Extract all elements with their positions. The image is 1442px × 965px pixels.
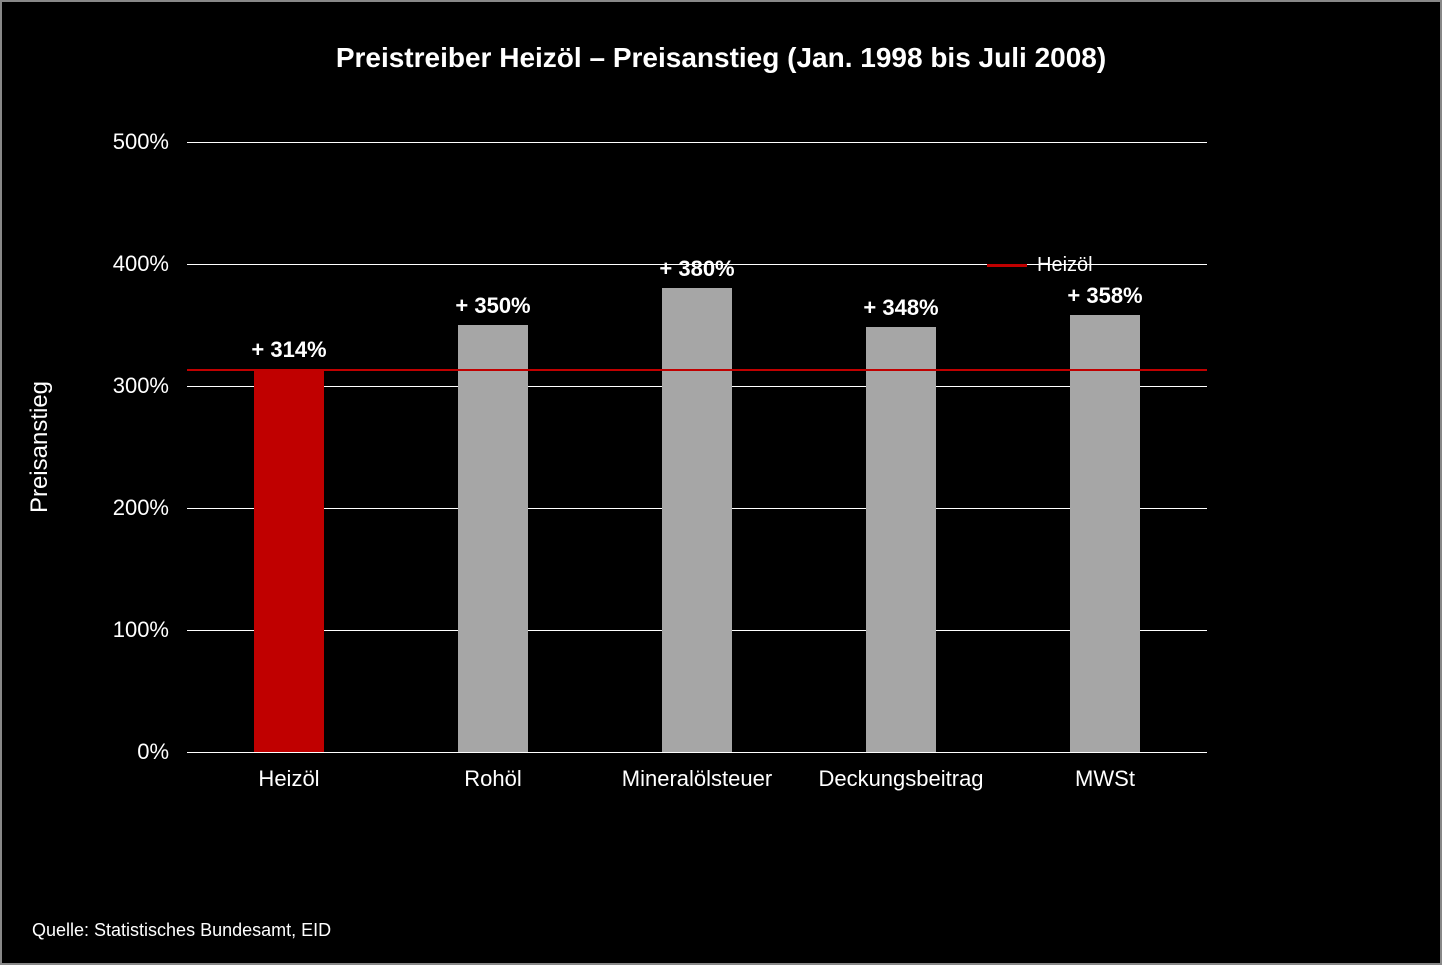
bar xyxy=(1070,315,1139,752)
chart-footer: Quelle: Statistisches Bundesamt, EID xyxy=(32,920,331,941)
chart-title: Preistreiber Heizöl – Preisanstieg (Jan.… xyxy=(2,42,1440,74)
plot-area: 0%100%200%300%400%500%+ 314%Heizöl+ 350%… xyxy=(187,142,1207,752)
y-tick-label: 300% xyxy=(113,373,187,399)
x-tick-label: MWSt xyxy=(1075,752,1135,792)
bar xyxy=(254,369,323,752)
x-tick-label: Deckungsbeitrag xyxy=(818,752,983,792)
bar xyxy=(458,325,527,752)
x-tick-label: Mineralölsteuer xyxy=(622,752,772,792)
legend-label: Heizöl xyxy=(1037,254,1093,277)
bar-data-label: + 314% xyxy=(251,337,326,363)
bar-data-label: + 350% xyxy=(455,293,530,319)
y-tick-label: 0% xyxy=(137,739,187,765)
bar-data-label: + 358% xyxy=(1067,283,1142,309)
y-tick-label: 500% xyxy=(113,129,187,155)
chart-frame: Preistreiber Heizöl – Preisanstieg (Jan.… xyxy=(0,0,1442,965)
y-tick-label: 200% xyxy=(113,495,187,521)
x-tick-label: Heizöl xyxy=(258,752,319,792)
x-tick-label: Rohöl xyxy=(464,752,521,792)
bar-data-label: + 348% xyxy=(863,295,938,321)
bar xyxy=(662,288,731,752)
y-axis-title: Preisanstieg xyxy=(26,381,54,513)
bar-data-label: + 380% xyxy=(659,256,734,282)
reference-line xyxy=(187,369,1207,371)
legend: Heizöl xyxy=(987,254,1093,277)
legend-swatch xyxy=(987,264,1027,267)
y-tick-label: 400% xyxy=(113,251,187,277)
gridline xyxy=(187,142,1207,143)
y-tick-label: 100% xyxy=(113,617,187,643)
bar xyxy=(866,327,935,752)
